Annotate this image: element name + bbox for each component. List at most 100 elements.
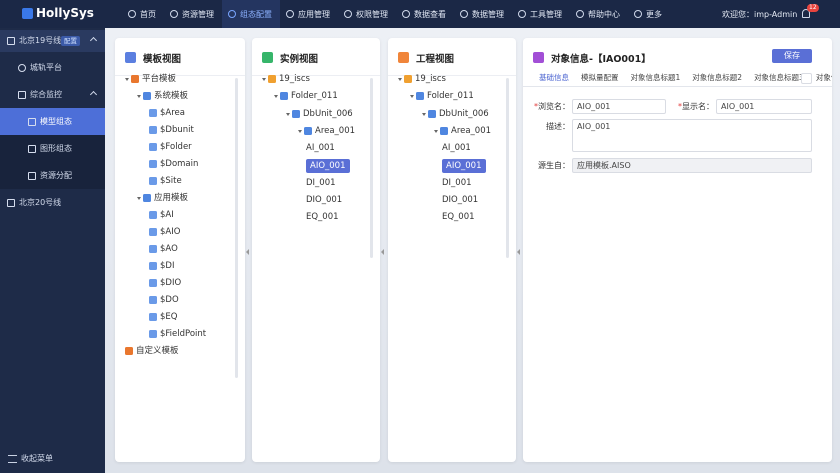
tab[interactable]: 对象信息标题1	[630, 73, 681, 82]
nav-item[interactable]: 资源管理	[164, 0, 222, 28]
expand-arrow[interactable]	[410, 95, 414, 99]
menu-item[interactable]: 资源分配	[0, 162, 105, 189]
menu-label: 北京19号线	[19, 36, 62, 45]
expand-arrow[interactable]	[398, 78, 402, 81]
field-textarea[interactable]: AIO_001	[572, 119, 812, 152]
field-input[interactable]: AIO_001	[716, 99, 812, 114]
node-label[interactable]: $AIO	[160, 227, 181, 237]
label-text: 源生自：	[538, 161, 570, 170]
node-label[interactable]: $Area	[160, 108, 185, 118]
node-label[interactable]: Area_001	[451, 125, 492, 136]
node-icon	[416, 92, 424, 101]
collapse-menu[interactable]: 收起菜单	[21, 454, 53, 463]
menu-item[interactable]: 北京20号线	[0, 192, 105, 214]
nav-item[interactable]: 工具管理	[512, 0, 570, 28]
node-label[interactable]: 19_iscs	[279, 74, 310, 84]
nav-label: 数据查看	[414, 9, 446, 19]
scrollbar	[235, 78, 238, 378]
tree-panel: 实例视图 19_iscs Folder_011 DbUnit_006 Area_001 A…	[252, 38, 380, 462]
node-label[interactable]: AI_001	[306, 143, 335, 154]
nav-label: 更多	[646, 9, 662, 19]
node-label[interactable]: AIO_001	[442, 158, 486, 173]
nav-item[interactable]: 数据管理	[454, 0, 512, 28]
nav-item[interactable]: 组态配置	[222, 0, 280, 28]
nav-label: 组态配置	[240, 9, 272, 19]
node-label[interactable]: DI_001	[442, 177, 472, 188]
node-label[interactable]: 系统模板	[154, 91, 189, 101]
node-label[interactable]: $DI	[160, 261, 175, 271]
node-label[interactable]: Area_001	[315, 125, 356, 136]
tab-scroll[interactable]	[801, 73, 812, 84]
node-label[interactable]: Folder_011	[291, 91, 338, 102]
collapse-handle[interactable]	[245, 246, 251, 258]
panel-title: 实例视图	[280, 54, 319, 65]
nav-item[interactable]: 应用管理	[280, 0, 338, 28]
nav-label: 帮助中心	[588, 9, 620, 19]
nav-item[interactable]: 更多	[628, 0, 670, 28]
node-label[interactable]: EQ_001	[442, 212, 475, 223]
node-label[interactable]: $Folder	[160, 142, 192, 152]
menu-tag[interactable]: 配置	[61, 36, 80, 46]
tab[interactable]: 对象信息标题2	[692, 73, 743, 82]
scrollbar	[506, 78, 509, 258]
label-text: 描述：	[546, 122, 570, 131]
expand-arrow[interactable]	[125, 78, 129, 81]
node-label[interactable]: $FieldPoint	[160, 329, 207, 339]
expand-arrow[interactable]	[137, 95, 141, 98]
nav-label: 工具管理	[530, 9, 562, 19]
node-label[interactable]: DIO_001	[442, 195, 479, 206]
tab[interactable]: 基础信息	[539, 71, 569, 86]
node-label[interactable]: Folder_011	[427, 91, 474, 102]
expand-arrow[interactable]	[262, 78, 266, 81]
node-label[interactable]: DI_001	[306, 177, 336, 188]
nav-item[interactable]: 权限管理	[338, 0, 396, 28]
expand-arrow[interactable]	[286, 112, 290, 116]
menu-item[interactable]: 综合监控	[0, 81, 105, 108]
node-label[interactable]: $Dbunit	[160, 125, 194, 135]
node-label[interactable]: $EQ	[160, 312, 178, 322]
menu-item[interactable]: 图形组态	[0, 135, 105, 162]
node-label[interactable]: $DO	[160, 295, 179, 305]
field-label: *显示名：	[669, 99, 714, 114]
node-label[interactable]: $AI	[160, 210, 174, 220]
node-label[interactable]: $Domain	[160, 159, 199, 169]
menu-item[interactable]: 北京19号线 配置	[0, 30, 105, 52]
node-label[interactable]: AI_001	[442, 143, 471, 154]
nav-label: 数据管理	[472, 9, 504, 19]
node-label[interactable]: 平台模板	[142, 74, 177, 84]
node-icon	[149, 296, 157, 304]
bell-icon[interactable]	[802, 9, 810, 18]
node-label[interactable]: 应用模板	[154, 193, 189, 203]
node-label[interactable]: DbUnit_006	[439, 108, 489, 119]
expand-arrow[interactable]	[422, 112, 426, 116]
node-label[interactable]: EQ_001	[306, 212, 339, 223]
expand-arrow[interactable]	[274, 95, 278, 99]
node-label[interactable]: 19_iscs	[415, 74, 446, 84]
menu-item[interactable]: 城轨平台	[0, 54, 105, 81]
collapse-handle[interactable]	[516, 246, 522, 258]
menu-label: 模型组态	[40, 117, 72, 126]
node-label[interactable]: $AO	[160, 244, 178, 254]
tab[interactable]: 对象信	[815, 73, 832, 82]
nav-item[interactable]: 数据查看	[396, 0, 454, 28]
node-label[interactable]: 自定义模板	[136, 346, 179, 356]
save-button[interactable]: 保存	[772, 49, 812, 63]
menu-icon	[18, 90, 26, 99]
node-label[interactable]: $Site	[160, 176, 182, 186]
menu-item[interactable]: 模型组态	[0, 108, 105, 135]
node-label[interactable]: DIO_001	[306, 195, 343, 206]
nav-label: 应用管理	[298, 9, 330, 19]
node-label[interactable]: $DIO	[160, 278, 182, 288]
node-label[interactable]: DbUnit_006	[303, 108, 353, 119]
field-input[interactable]: AIO_001	[572, 99, 666, 114]
nav-item[interactable]: 帮助中心	[570, 0, 628, 28]
expand-arrow[interactable]	[137, 197, 141, 200]
tab[interactable]: 模拟量配置	[581, 73, 619, 82]
node-label[interactable]: AIO_001	[306, 158, 350, 173]
expand-arrow[interactable]	[434, 129, 438, 133]
nav-item[interactable]: 首页	[122, 0, 164, 28]
expand-arrow[interactable]	[298, 129, 302, 133]
nav-icon	[128, 10, 136, 18]
tab[interactable]: 对象信息标题3	[754, 73, 804, 82]
collapse-handle[interactable]	[380, 246, 386, 258]
